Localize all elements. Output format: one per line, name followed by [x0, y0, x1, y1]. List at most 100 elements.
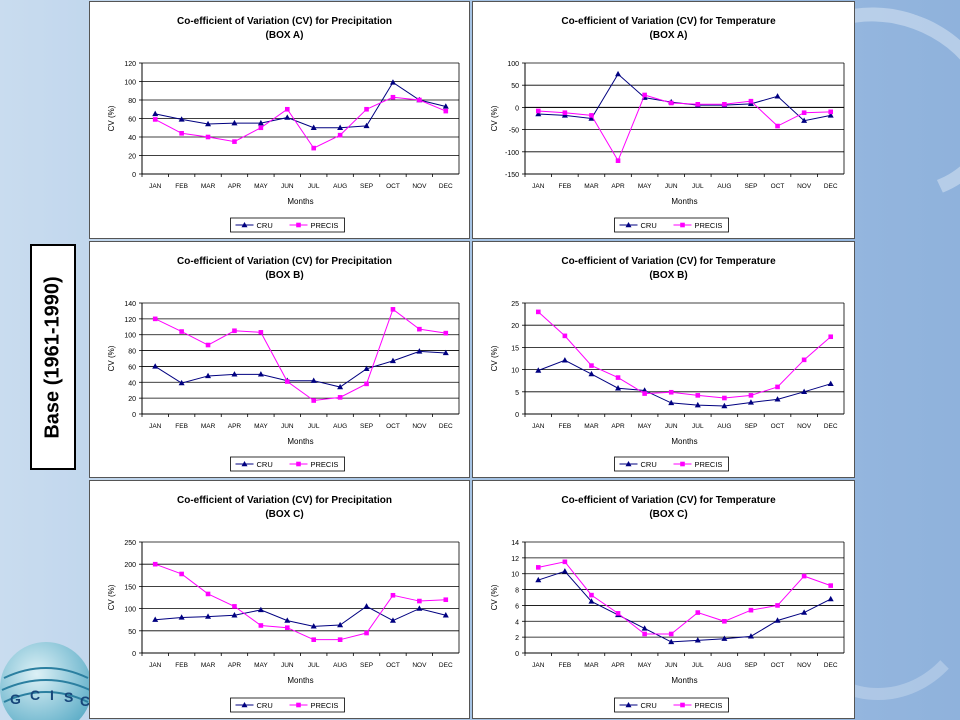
data-point-cru [442, 612, 449, 618]
data-point-cru [535, 367, 542, 373]
x-tick-label: JUL [692, 423, 704, 430]
y-axis-label: CV (%) [490, 105, 499, 131]
data-point-cru [442, 349, 449, 356]
x-axis-label: Months [287, 437, 313, 446]
x-tick-label: AUG [717, 423, 731, 430]
x-axis-label: Months [671, 676, 697, 685]
x-tick-label: OCT [386, 423, 400, 430]
x-tick-label: MAY [254, 662, 268, 669]
data-point-precis [337, 637, 343, 642]
chart-svg: Co-efficient of Variation (CV) for Preci… [107, 256, 460, 472]
x-axis-label: Months [287, 676, 313, 685]
data-point-cru [615, 385, 622, 391]
chart-svg: Co-efficient of Variation (CV) for Preci… [107, 495, 460, 713]
y-tick-label: 20 [128, 154, 136, 161]
series-line-cru [538, 73, 831, 122]
y-axis-label: CV (%) [490, 584, 499, 610]
x-tick-label: JUL [692, 183, 704, 190]
x-tick-label: MAR [584, 183, 599, 190]
y-tick-label: 200 [124, 562, 136, 569]
x-tick-label: SEP [744, 183, 757, 190]
data-point-precis [205, 342, 211, 348]
y-tick-label: 50 [511, 83, 519, 90]
data-point-cru [774, 93, 781, 99]
x-tick-label: JAN [149, 423, 162, 430]
y-tick-label: 0 [515, 105, 519, 112]
x-axis-label: Months [671, 437, 697, 446]
data-point-cru [747, 399, 754, 405]
data-point-precis [364, 630, 369, 636]
chart-svg: Co-efficient of Variation (CV) for Tempe… [490, 16, 845, 233]
data-point-cru [535, 576, 542, 583]
data-point-cru [310, 377, 317, 383]
series-line-precis [155, 563, 446, 641]
legend-box [614, 217, 729, 233]
data-point-precis [589, 363, 594, 368]
y-tick-label: 100 [124, 80, 136, 87]
y-tick-label: 20 [128, 396, 136, 403]
legend-box [230, 697, 345, 713]
data-point-precis [562, 333, 568, 339]
x-tick-label: DEC [824, 183, 838, 190]
data-point-precis [748, 98, 754, 104]
data-point-cru [284, 114, 291, 120]
data-point-cru [152, 363, 159, 369]
data-point-precis [562, 110, 568, 116]
legend-marker-precis [296, 702, 301, 708]
data-point-precis [205, 134, 211, 140]
x-tick-label: APR [611, 662, 625, 669]
y-tick-label: 8 [515, 588, 519, 595]
x-tick-label: MAY [638, 183, 652, 190]
data-point-cru [310, 124, 317, 130]
legend-label-cru: CRU [257, 701, 273, 710]
legend-label-cru: CRU [641, 460, 657, 469]
x-tick-label: FEB [175, 423, 188, 430]
period-label-box: Base (1961-1990) [30, 244, 76, 470]
data-point-precis [337, 395, 343, 400]
data-point-precis [535, 108, 541, 114]
legend-label-precis: PRECIS [311, 701, 339, 710]
data-point-cru [389, 357, 396, 364]
data-point-precis [364, 381, 369, 387]
x-tick-label: FEB [559, 423, 572, 430]
data-point-precis [828, 583, 834, 588]
x-tick-label: NOV [797, 183, 812, 190]
y-tick-label: 250 [124, 540, 136, 547]
x-tick-label: NOV [797, 662, 812, 669]
data-point-cru [205, 120, 212, 127]
x-tick-label: APR [228, 423, 242, 430]
data-point-precis [284, 379, 290, 384]
chart-panel-precip-box-a: Co-efficient of Variation (CV) for Preci… [89, 1, 470, 239]
legend-label-precis: PRECIS [695, 460, 723, 469]
data-point-precis [775, 603, 780, 608]
y-tick-label: 100 [507, 61, 519, 68]
data-point-cru [801, 388, 808, 394]
series-line-cru [538, 359, 831, 407]
x-axis-label: Months [671, 197, 697, 206]
x-tick-label: AUG [717, 662, 731, 669]
data-point-precis [695, 393, 701, 398]
data-point-precis [311, 637, 317, 642]
data-point-precis [258, 330, 264, 335]
data-point-precis [589, 113, 594, 118]
y-tick-label: 2 [515, 635, 519, 642]
x-tick-label: JUN [665, 423, 678, 430]
legend-label-cru: CRU [257, 221, 273, 230]
x-tick-label: OCT [771, 183, 785, 190]
legend-marker-precis [680, 222, 685, 228]
y-tick-label: 0 [132, 412, 136, 419]
series-line-cru [538, 570, 831, 643]
data-point-cru [668, 638, 675, 645]
series-line-cru [155, 605, 446, 627]
x-tick-label: JAN [149, 662, 162, 669]
legend-label-cru: CRU [257, 460, 273, 469]
x-axis-label: Months [287, 197, 313, 206]
data-point-cru [231, 612, 238, 618]
x-tick-label: SEP [360, 183, 373, 190]
y-tick-label: 80 [128, 98, 136, 105]
series-line-cru [155, 81, 446, 129]
data-point-cru [257, 606, 264, 613]
x-tick-label: APR [228, 183, 242, 190]
x-tick-label: JUL [692, 662, 704, 669]
y-tick-label: -100 [505, 150, 519, 157]
